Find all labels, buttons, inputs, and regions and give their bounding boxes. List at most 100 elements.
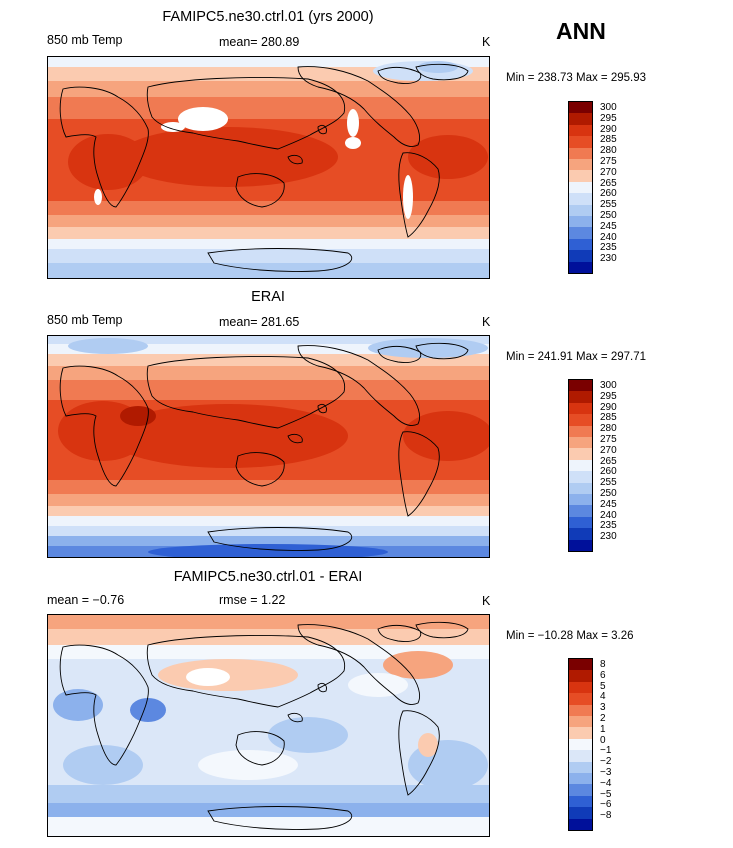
color-swatch <box>569 738 592 751</box>
color-swatch <box>569 471 592 483</box>
band <box>48 645 489 659</box>
color-swatch <box>569 261 592 274</box>
band <box>48 201 489 215</box>
panel-mean-label-model: mean= 280.89 <box>219 35 300 49</box>
panel-title-model: FAMIPC5.ne30.ctrl.01 (yrs 2000) <box>162 9 374 25</box>
color-swatch <box>569 516 592 529</box>
band <box>48 57 489 67</box>
color-swatch <box>569 807 592 819</box>
warm-pool <box>403 411 489 461</box>
band <box>48 336 489 344</box>
band <box>48 344 489 354</box>
color-swatch <box>569 380 592 392</box>
tick-label: 265 <box>600 177 617 189</box>
color-swatch <box>569 750 592 762</box>
panel-minmax-model: Min = 238.73 Max = 295.93 <box>506 72 647 84</box>
season-label: ANN <box>556 18 606 44</box>
panel-units-model: K <box>482 35 491 49</box>
missing-data <box>347 109 359 137</box>
anomaly <box>63 745 143 785</box>
panel-title-diff: FAMIPC5.ne30.ctrl.01 - ERAI <box>173 569 363 585</box>
color-swatch <box>569 102 592 114</box>
tick-label: 295 <box>600 390 617 402</box>
tick-label: 230 <box>600 253 617 265</box>
color-swatch <box>569 818 592 831</box>
color-swatch <box>569 448 592 460</box>
tick-label: 290 <box>600 123 617 135</box>
tick-label: 5 <box>600 680 606 692</box>
tick-label: 270 <box>600 166 617 178</box>
band <box>48 380 489 400</box>
color-swatch <box>569 193 592 205</box>
tick-label: 0 <box>600 734 606 746</box>
color-swatch <box>569 716 592 728</box>
tick-label: 8 <box>600 659 606 670</box>
missing-data <box>161 122 185 132</box>
colorbar-model <box>568 101 593 274</box>
color-swatch <box>569 681 592 694</box>
band <box>48 354 489 366</box>
tick-label: −5 <box>600 788 612 800</box>
tick-label: 255 <box>600 477 617 489</box>
tick-label: 250 <box>600 487 617 499</box>
colorbar-ticks-obs: 300 295 290 285 280 275 270 265 260 255 … <box>600 380 617 543</box>
warm-pool <box>118 127 338 187</box>
band <box>48 366 489 380</box>
tick-label: 295 <box>600 112 617 124</box>
tick-label: 300 <box>600 380 617 391</box>
color-swatch <box>569 795 592 808</box>
tick-label: −1 <box>600 745 612 757</box>
panel-units-diff: K <box>482 594 491 608</box>
color-swatch <box>569 784 592 796</box>
tick-label: 6 <box>600 669 606 681</box>
tick-label: 1 <box>600 723 606 735</box>
panel-units-obs: K <box>482 315 491 329</box>
tick-label: 240 <box>600 509 617 521</box>
anomaly <box>198 750 298 780</box>
color-swatch <box>569 539 592 552</box>
tick-label: 265 <box>600 455 617 467</box>
band <box>48 526 489 536</box>
tick-label: 235 <box>600 242 617 254</box>
color-swatch <box>569 216 592 228</box>
color-swatch <box>569 528 592 540</box>
color-swatch <box>569 402 592 415</box>
band <box>48 249 489 263</box>
color-swatch <box>569 761 592 774</box>
tick-label: 245 <box>600 220 617 232</box>
color-swatch <box>569 204 592 217</box>
anomaly <box>186 668 230 686</box>
color-swatch <box>569 704 592 717</box>
band <box>48 629 489 645</box>
panel-minmax-diff: Min = −10.28 Max = 3.26 <box>506 630 634 642</box>
anomaly <box>348 673 408 697</box>
tick-label: 260 <box>600 188 617 200</box>
color-swatch <box>569 693 592 705</box>
band <box>48 239 489 249</box>
coastlines <box>59 342 469 551</box>
tick-label: −2 <box>600 756 612 768</box>
color-swatch <box>569 238 592 251</box>
cold-region <box>68 338 148 354</box>
colorbar-ticks-model: 300 295 290 285 280 275 270 265 260 255 … <box>600 102 617 265</box>
tick-label: 255 <box>600 199 617 211</box>
tick-label: 280 <box>600 423 617 435</box>
tick-label: 245 <box>600 498 617 510</box>
color-swatch <box>569 670 592 682</box>
band <box>48 506 489 516</box>
colorbar-diff <box>568 658 593 831</box>
tick-label: 285 <box>600 134 617 146</box>
cold-region <box>368 338 488 358</box>
color-swatch <box>569 147 592 160</box>
panel-minmax-obs: Min = 241.91 Max = 297.71 <box>506 351 647 363</box>
band <box>48 480 489 494</box>
panel-left-label-obs: 850 mb Temp <box>47 313 123 327</box>
band <box>48 785 489 803</box>
band <box>48 215 489 227</box>
tick-label: 2 <box>600 712 606 724</box>
color-swatch <box>569 181 592 194</box>
missing-data <box>403 175 413 219</box>
color-swatch <box>569 414 592 426</box>
map-obs <box>47 335 490 558</box>
anomaly <box>268 717 348 753</box>
